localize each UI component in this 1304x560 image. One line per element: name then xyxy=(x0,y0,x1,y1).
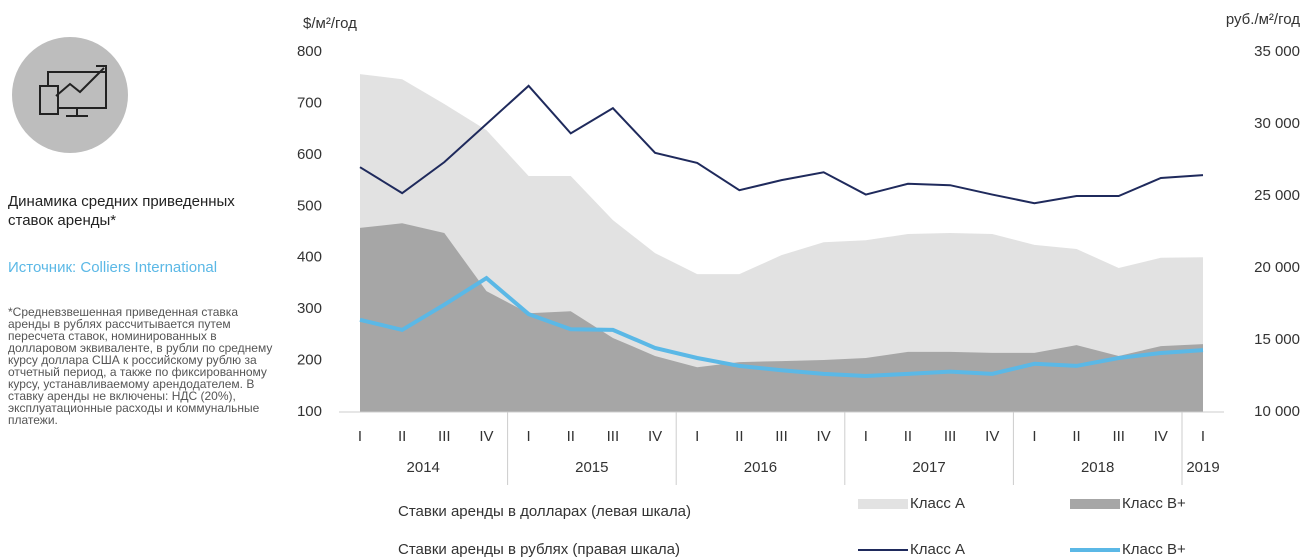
legend-label: Класс В+ xyxy=(1122,495,1186,512)
year-label: 2019 xyxy=(1186,459,1219,476)
x-tick-label: I xyxy=(1201,428,1205,445)
panel-note: *Средневзвешенная приведенная ставка аре… xyxy=(8,305,273,427)
x-tick-label: III xyxy=(607,428,620,445)
y-tick-label: 200 xyxy=(297,352,322,369)
y-tick-label: 600 xyxy=(297,146,322,163)
y-tick-label: 300 xyxy=(297,300,322,317)
legend-label: Класс А xyxy=(910,495,965,512)
legend-label: Класс В+ xyxy=(1122,541,1186,558)
x-tick-label: III xyxy=(438,428,451,445)
year-label: 2015 xyxy=(575,459,608,476)
year-label: 2017 xyxy=(912,459,945,476)
x-tick-label: II xyxy=(398,428,406,445)
x-tick-label: IV xyxy=(817,428,831,445)
icon-circle xyxy=(12,37,128,153)
x-tick-label: I xyxy=(358,428,362,445)
panel-title: Динамика средних приведенных ставок арен… xyxy=(8,193,235,229)
x-tick-label: III xyxy=(944,428,957,445)
x-tick-label: II xyxy=(735,428,743,445)
x-tick-label: I xyxy=(864,428,868,445)
x-tick-label: III xyxy=(775,428,788,445)
x-tick-label: II xyxy=(567,428,575,445)
x-tick-label: IV xyxy=(648,428,662,445)
y2-tick-label: 10 000 xyxy=(1254,403,1300,420)
legend-swatch xyxy=(1070,499,1120,509)
x-tick-label: I xyxy=(527,428,531,445)
year-label: 2014 xyxy=(407,459,440,476)
panel-source: Источник: Colliers International xyxy=(8,259,218,276)
x-tick-label: IV xyxy=(479,428,493,445)
x-tick-label: IV xyxy=(985,428,999,445)
y-axis-label: $/м²/год xyxy=(303,15,357,32)
x-tick-label: II xyxy=(904,428,912,445)
y-tick-label: 500 xyxy=(297,197,322,214)
x-tick-label: III xyxy=(1112,428,1125,445)
icon xyxy=(39,65,107,117)
y-tick-label: 400 xyxy=(297,249,322,266)
year-label: 2016 xyxy=(744,459,777,476)
y2-tick-label: 30 000 xyxy=(1254,115,1300,132)
x-tick-label: II xyxy=(1072,428,1080,445)
y2-tick-label: 35 000 xyxy=(1254,43,1300,60)
legend-group: Ставки аренды в долларах (левая шкала) xyxy=(398,503,691,520)
legend-swatch xyxy=(858,499,908,509)
x-tick-label: IV xyxy=(1154,428,1168,445)
line xyxy=(359,275,1204,379)
legend-group: Ставки аренды в рублях (правая шкала) xyxy=(398,541,680,558)
y-tick-label: 100 xyxy=(297,403,322,420)
y2-tick-label: 20 000 xyxy=(1254,259,1300,276)
y2-tick-label: 25 000 xyxy=(1254,187,1300,204)
x-tick-label: I xyxy=(1032,428,1036,445)
line xyxy=(359,84,1204,205)
y2-axis-label: руб./м²/год xyxy=(1226,11,1300,28)
y-tick-label: 700 xyxy=(297,94,322,111)
year-label: 2018 xyxy=(1081,459,1114,476)
legend-label: Класс А xyxy=(910,541,965,558)
area xyxy=(360,223,1203,412)
y-tick-label: 800 xyxy=(297,43,322,60)
x-tick-label: I xyxy=(695,428,699,445)
y2-tick-label: 15 000 xyxy=(1254,331,1300,348)
